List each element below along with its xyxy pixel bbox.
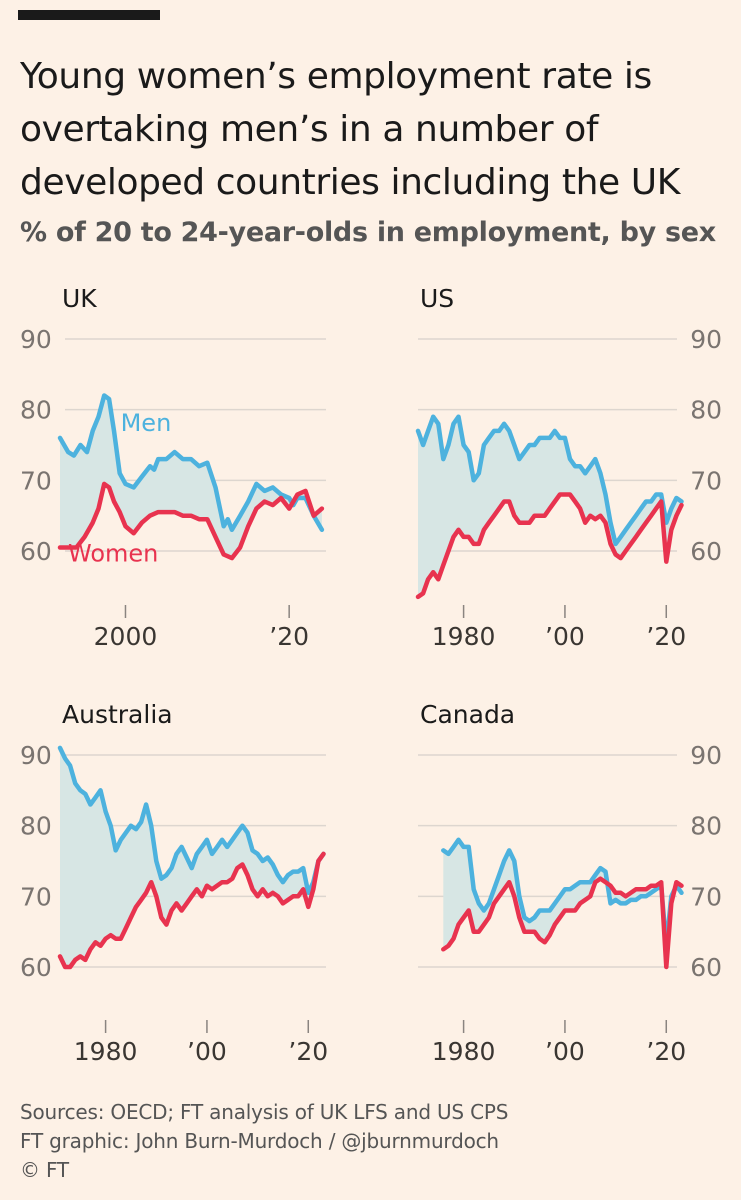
x-tick-label: 1980 (432, 1037, 496, 1066)
series-line-men (415, 414, 684, 547)
panel-title: Canada (420, 700, 515, 729)
y-tick-label: 80 (20, 396, 52, 425)
x-tick-label: 1980 (432, 622, 496, 651)
y-tick-label: 70 (20, 466, 52, 495)
y-tick-label: 80 (690, 812, 722, 841)
x-tick-label: ’00 (545, 622, 585, 651)
y-tick-label: 80 (690, 396, 722, 425)
series-line-men (57, 393, 325, 533)
series-label-women: Women (68, 540, 158, 568)
y-tick-label: 70 (690, 466, 722, 495)
series-line-women (57, 481, 325, 561)
ft-top-rule (18, 10, 160, 20)
series-label-men: Men (121, 409, 172, 437)
x-tick-label: ’20 (269, 622, 309, 651)
gap-area (443, 839, 682, 967)
panel-title: Australia (62, 700, 173, 729)
x-tick-label: ’20 (646, 622, 686, 651)
sources-note: Sources: OECD; FT analysis of UK LFS and… (20, 1100, 509, 1124)
series-line-women (415, 492, 684, 600)
series-line-men (57, 745, 326, 896)
x-tick-label: 2000 (94, 622, 158, 651)
panel-title: UK (62, 284, 97, 313)
y-tick-label: 70 (690, 882, 722, 911)
gap-area (60, 747, 324, 967)
y-tick-label: 80 (20, 812, 52, 841)
gap-area (60, 395, 322, 559)
y-tick-label: 60 (20, 537, 52, 566)
y-tick-label: 90 (20, 741, 52, 770)
y-tick-label: 60 (20, 953, 52, 982)
y-tick-label: 90 (690, 325, 722, 354)
chart-footer: Sources: OECD; FT analysis of UK LFS and… (20, 1098, 508, 1185)
x-tick-label: ’20 (646, 1037, 686, 1066)
y-tick-label: 90 (20, 325, 52, 354)
panel-australia: Australia 60 70 80 90 1980 ’00 ’20 (20, 700, 328, 1066)
chart-subtitle: % of 20 to 24-year-olds in employment, b… (20, 217, 716, 248)
y-tick-label: 60 (690, 953, 722, 982)
x-tick-label: 1980 (74, 1037, 138, 1066)
y-tick-label: 90 (690, 741, 722, 770)
x-tick-label: ’20 (288, 1037, 328, 1066)
series-line-women (57, 851, 326, 970)
panel-us: US 60 70 80 90 1980 ’00 ’20 (415, 284, 722, 651)
y-tick-label: 60 (690, 537, 722, 566)
y-tick-label: 70 (20, 882, 52, 911)
series-line-men (441, 837, 684, 949)
chart-title: Young women’s employment rate is overtak… (20, 56, 680, 203)
x-tick-label: ’00 (187, 1037, 227, 1066)
x-tick-label: ’00 (545, 1037, 585, 1066)
graphic-credit: FT graphic: John Burn-Murdoch / @jburnmu… (20, 1129, 499, 1153)
panel-uk: UK 60 70 80 90 2000 ’20 Men Women (20, 284, 326, 651)
series-line-women (441, 876, 684, 970)
copyright: © FT (20, 1158, 69, 1182)
panel-canada: Canada 60 70 80 90 1980 ’00 ’20 (418, 700, 722, 1066)
panel-title: US (420, 284, 454, 313)
